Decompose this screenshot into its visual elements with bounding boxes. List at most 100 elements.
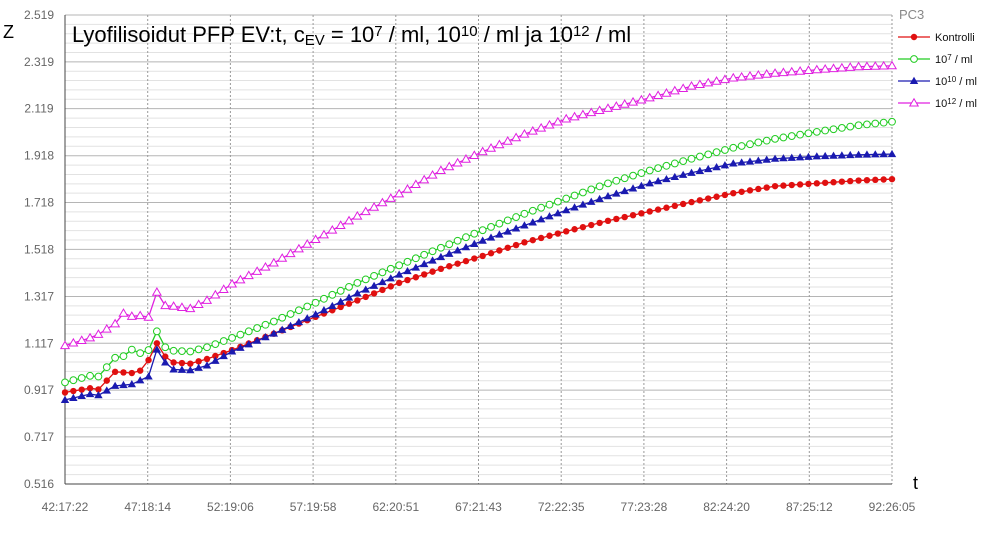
data-point <box>703 77 714 87</box>
data-point <box>612 189 621 197</box>
data-point <box>888 117 896 126</box>
data-point <box>336 286 345 295</box>
data-point <box>152 345 162 353</box>
data-point <box>361 285 370 293</box>
data-point <box>59 340 71 350</box>
data-point <box>661 88 672 97</box>
data-point <box>194 345 203 354</box>
x-axis-label: t <box>913 473 918 493</box>
data-point <box>862 150 872 158</box>
data-point <box>711 76 722 85</box>
data-point <box>311 310 320 318</box>
data-point <box>219 337 228 345</box>
data-point <box>278 313 287 322</box>
data-point <box>720 161 730 169</box>
data-point <box>186 347 195 356</box>
x-tick-label: 92:26:05 <box>869 500 916 514</box>
data-point <box>788 181 795 189</box>
data-point <box>594 105 605 115</box>
x-tick-label: 42:17:22 <box>42 500 89 514</box>
series-line <box>64 121 893 384</box>
series-2 <box>61 117 896 387</box>
data-point <box>836 62 847 72</box>
data-point <box>152 327 161 336</box>
data-point <box>886 60 898 70</box>
data-point <box>176 302 188 311</box>
data-point <box>561 113 572 123</box>
data-point <box>160 300 171 310</box>
data-point <box>695 152 704 161</box>
data-point <box>178 359 186 367</box>
data-point <box>728 72 739 82</box>
data-point <box>830 179 837 186</box>
data-point <box>795 66 806 75</box>
x-tick-label: 57:19:58 <box>290 500 337 514</box>
data-point <box>746 140 754 149</box>
data-point <box>343 215 355 225</box>
data-point <box>236 343 245 351</box>
data-point <box>161 343 170 352</box>
y-axis-label: Z <box>3 22 14 42</box>
data-point <box>144 346 153 354</box>
data-point <box>846 150 855 159</box>
data-point <box>586 107 597 117</box>
data-point <box>277 325 287 333</box>
data-point <box>95 386 102 393</box>
data-point <box>352 210 363 220</box>
series-line <box>64 178 893 394</box>
data-point <box>537 203 546 212</box>
data-point <box>770 154 780 162</box>
data-point <box>186 366 195 374</box>
data-point <box>694 79 705 89</box>
data-point <box>769 68 781 77</box>
data-point <box>804 129 813 138</box>
data-point <box>201 295 213 304</box>
data-point <box>102 363 111 372</box>
x-tick-label: 62:20:51 <box>372 500 419 514</box>
data-point <box>754 156 763 164</box>
data-point <box>779 133 788 142</box>
data-point <box>627 96 639 106</box>
data-point <box>786 66 797 76</box>
data-point <box>435 165 446 174</box>
data-point <box>76 335 87 344</box>
data-point <box>520 221 529 229</box>
data-point <box>144 372 153 380</box>
data-point <box>202 361 212 369</box>
data-point <box>268 257 279 267</box>
data-point <box>369 202 380 211</box>
data-point <box>370 271 378 280</box>
data-point <box>379 286 386 294</box>
data-point <box>847 177 854 185</box>
data-point <box>93 329 104 338</box>
data-point <box>84 332 96 342</box>
data-point <box>86 385 94 392</box>
data-point <box>596 219 603 227</box>
data-point <box>360 206 371 216</box>
data-point <box>678 170 688 178</box>
data-point <box>821 126 830 135</box>
data-point <box>670 159 679 168</box>
data-point <box>653 177 663 185</box>
data-point <box>704 150 713 159</box>
data-point <box>570 191 579 200</box>
data-point <box>319 306 329 314</box>
data-point <box>613 215 620 223</box>
data-point <box>478 226 487 235</box>
data-point <box>462 257 470 265</box>
data-point <box>603 192 613 200</box>
data-point <box>563 228 570 235</box>
data-point <box>327 224 338 234</box>
data-point <box>394 188 405 198</box>
data-point <box>595 194 604 203</box>
data-point <box>502 136 513 145</box>
data-point <box>168 301 179 310</box>
data-point <box>604 217 612 225</box>
data-point <box>68 337 79 347</box>
data-point <box>178 347 186 356</box>
data-point <box>503 227 512 235</box>
data-point <box>227 347 237 355</box>
data-point <box>637 181 646 189</box>
data-point <box>203 343 211 352</box>
data-point <box>269 317 278 326</box>
